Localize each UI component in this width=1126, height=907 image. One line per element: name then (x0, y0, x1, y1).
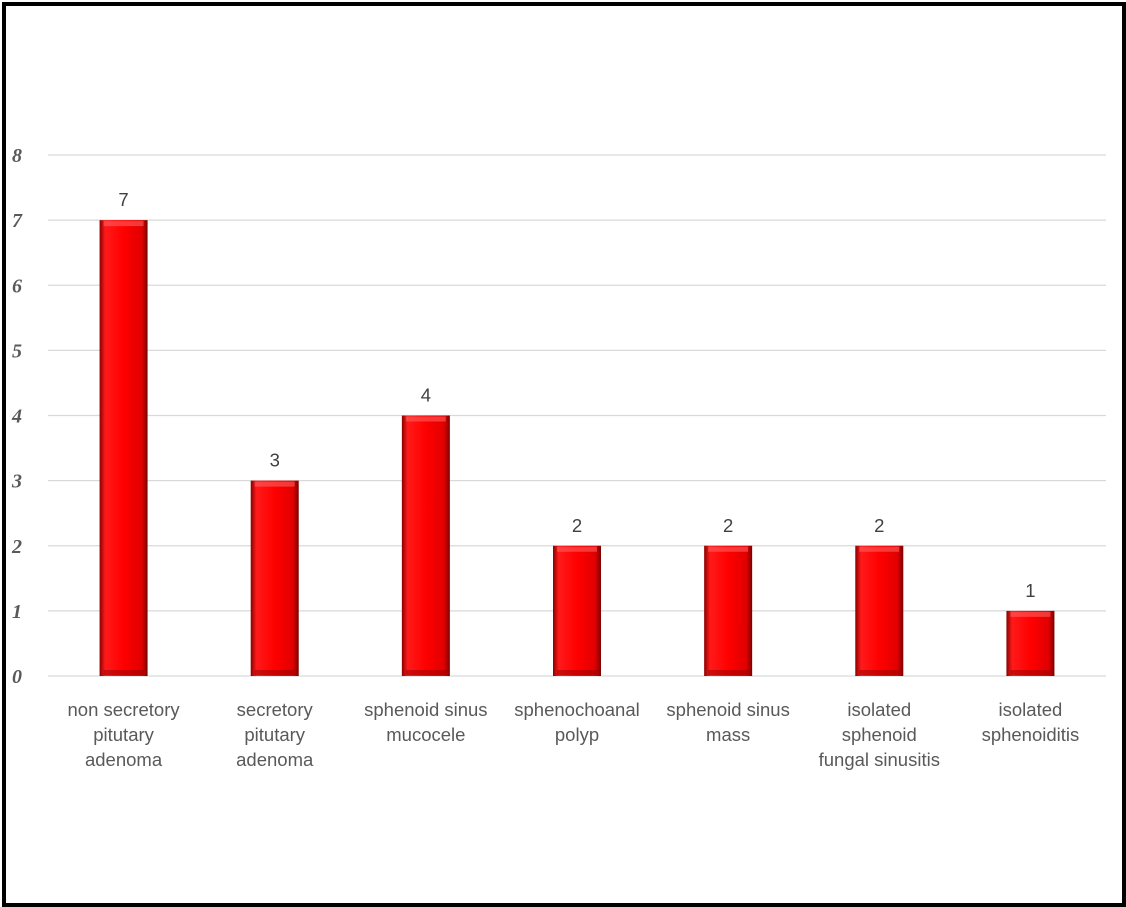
x-tick-label-line: sphenoid sinus (364, 699, 487, 720)
x-tick-label-line: pitutary (244, 724, 305, 745)
data-label: 2 (572, 515, 582, 536)
y-tick-label: 8 (12, 145, 22, 167)
data-label: 2 (723, 515, 733, 536)
x-tick-label-line: sphenoiditis (982, 724, 1080, 745)
data-label: 7 (118, 189, 128, 210)
x-tick-label: secretory pitutary adenoma (236, 699, 314, 770)
x-tick-label-line: sphenochoanal (514, 699, 640, 720)
bar-bottom-bevel (405, 670, 446, 675)
x-tick-label-line: polyp (555, 724, 599, 745)
bar-bottom-bevel (1010, 670, 1051, 675)
y-tick-label: 5 (12, 340, 22, 362)
x-tick-label-line: adenoma (236, 749, 314, 770)
x-tick-label: sphenoid sinus mucocele (364, 699, 487, 745)
x-tick-label-line: isolated (999, 699, 1063, 720)
bar-body (1006, 610, 1055, 676)
bar-top-bevel (1010, 611, 1051, 617)
bar-bottom-bevel (708, 670, 749, 675)
x-tick-label-line: sphenoid sinus (666, 699, 789, 720)
bar-top-bevel (405, 416, 446, 422)
bar-bottom-bevel (859, 670, 900, 675)
bars (99, 220, 1055, 676)
data-label: 1 (1025, 580, 1035, 601)
y-tick-label: 0 (12, 666, 22, 688)
data-labels: 7 3 4 2 2 2 1 (118, 189, 1035, 601)
y-tick-label: 7 (12, 210, 23, 232)
x-tick-label: isolated sphenoiditis (982, 699, 1080, 745)
bar (99, 220, 148, 676)
y-tick-label: 3 (11, 471, 22, 493)
bar-top-bevel (254, 481, 295, 487)
bar-bottom-bevel (254, 670, 295, 675)
x-tick-label: sphenochoanal polyp (514, 699, 640, 745)
bar-body (553, 545, 601, 676)
x-tick-label-line: sphenoid (842, 724, 917, 745)
bar-body (704, 545, 753, 676)
x-tick-label-line: pitutary (93, 724, 154, 745)
x-tick-label: non secretory pitutary adenoma (68, 699, 181, 770)
bar-top-bevel (103, 221, 144, 227)
bar-body (855, 545, 904, 676)
x-axis-labels: non secretory pitutary adenoma secretory pit… (68, 699, 1080, 770)
bar-body (99, 220, 148, 676)
bar (553, 545, 601, 676)
data-label: 3 (270, 450, 280, 471)
y-tick-label: 6 (12, 275, 22, 297)
bar (1006, 610, 1055, 676)
x-tick-label-line: fungal sinusitis (819, 749, 940, 770)
gridlines (48, 154, 1106, 677)
x-tick-label-line: secretory (237, 699, 314, 720)
x-tick-label: isolated sphenoid fungal sinusitis (819, 699, 940, 770)
x-tick-label-line: mucocele (386, 724, 465, 745)
bar-body (401, 415, 450, 676)
x-tick-label-line: adenoma (85, 749, 163, 770)
bar-bottom-bevel (103, 670, 144, 675)
bar (855, 545, 904, 676)
bar-body (250, 480, 299, 676)
bar-top-bevel (708, 546, 749, 552)
x-tick-label-line: mass (706, 724, 750, 745)
data-label: 2 (874, 515, 884, 536)
x-tick-label-line: isolated (847, 699, 911, 720)
y-axis-ticks: 0 1 2 3 4 5 6 7 8 (11, 145, 23, 688)
bar-top-bevel (859, 546, 900, 552)
bar (250, 480, 299, 676)
y-tick-label: 2 (11, 536, 22, 558)
x-tick-label: sphenoid sinus mass (666, 699, 789, 745)
bar-top-bevel (557, 546, 597, 552)
bar (704, 545, 753, 676)
data-label: 4 (421, 385, 431, 406)
y-tick-label: 1 (12, 601, 22, 623)
bar-bottom-bevel (557, 670, 597, 675)
x-tick-label-line: non secretory (68, 699, 181, 720)
bar (401, 415, 450, 676)
y-tick-label: 4 (11, 406, 22, 428)
